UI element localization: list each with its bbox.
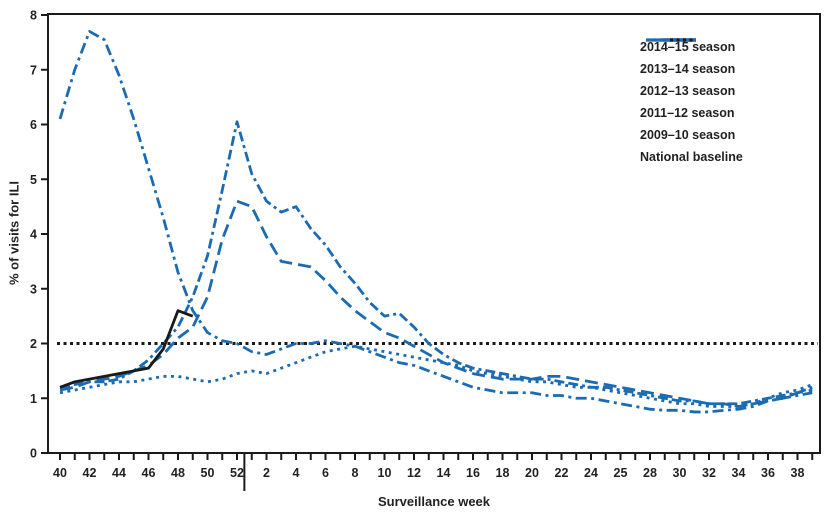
y-tick-label: 6 xyxy=(30,118,37,132)
legend-label: 2009–10 season xyxy=(640,128,736,142)
legend-item-national-baseline: National baseline xyxy=(640,38,743,168)
x-tick-label: 6 xyxy=(322,466,329,480)
x-tick-label: 14 xyxy=(437,466,451,480)
legend-label: National baseline xyxy=(640,150,743,164)
x-tick-label: 36 xyxy=(761,466,775,480)
x-tick-label: 28 xyxy=(643,466,657,480)
x-tick-label: 30 xyxy=(673,466,687,480)
x-tick-label: 24 xyxy=(584,466,598,480)
x-tick-label: 44 xyxy=(112,466,126,480)
legend-sample-line xyxy=(670,38,696,42)
x-tick-label: 20 xyxy=(525,466,539,480)
x-axis-title: Surveillance week xyxy=(377,494,491,509)
legend: 2014–15 season 2013–14 season 2012–13 seas… xyxy=(640,36,743,168)
x-tick-label: 22 xyxy=(555,466,569,480)
x-tick-label: 12 xyxy=(407,466,421,480)
x-tick-label: 40 xyxy=(53,466,67,480)
y-tick-label: 1 xyxy=(30,392,37,406)
x-tick-label: 48 xyxy=(171,466,185,480)
y-axis-title: % of visits for ILI xyxy=(6,180,22,286)
y-tick-label: 8 xyxy=(30,9,37,23)
line-2009-10-season xyxy=(58,30,813,414)
x-tick-label: 10 xyxy=(378,466,392,480)
legend-label: 2011–12 season xyxy=(640,106,735,120)
legend-item-2009–10-season: 2009–10 season xyxy=(640,38,743,146)
x-tick-label: 25 xyxy=(614,466,628,480)
y-tick-label: 5 xyxy=(30,173,37,187)
y-tick-label: 2 xyxy=(30,337,37,351)
line-2014-15-season xyxy=(59,309,194,389)
legend-item-2012–13-season: 2012–13 season xyxy=(640,38,743,102)
line-2011-12-season xyxy=(59,344,813,408)
x-tick-label: 2 xyxy=(263,466,270,480)
x-tick-label: 34 xyxy=(732,466,746,480)
x-tick-label: 18 xyxy=(496,466,510,480)
x-tick-label: 42 xyxy=(83,466,97,480)
x-tick-label: 38 xyxy=(791,466,805,480)
x-tick-label: 52 xyxy=(230,466,244,480)
legend-label: 2013–14 season xyxy=(640,62,736,76)
legend-label: 2012–13 season xyxy=(640,84,736,98)
line-2013-14-season xyxy=(59,199,813,408)
y-tick-label: 3 xyxy=(30,282,37,296)
y-tick-label: 0 xyxy=(30,447,37,461)
x-tick-label: 4 xyxy=(293,466,300,480)
legend-label: 2014–15 season xyxy=(640,40,736,54)
x-tick-label: 50 xyxy=(201,466,215,480)
legend-item-2011–12-season: 2011–12 season xyxy=(640,38,743,124)
x-tick-label: 46 xyxy=(142,466,156,480)
x-tick-label: 8 xyxy=(352,466,359,480)
x-tick-label: 32 xyxy=(702,466,716,480)
x-tick-label: 16 xyxy=(466,466,480,480)
y-tick-label: 4 xyxy=(30,228,37,242)
legend-item-2013–14-season: 2013–14 season xyxy=(640,38,743,80)
y-tick-label: 7 xyxy=(30,63,37,77)
